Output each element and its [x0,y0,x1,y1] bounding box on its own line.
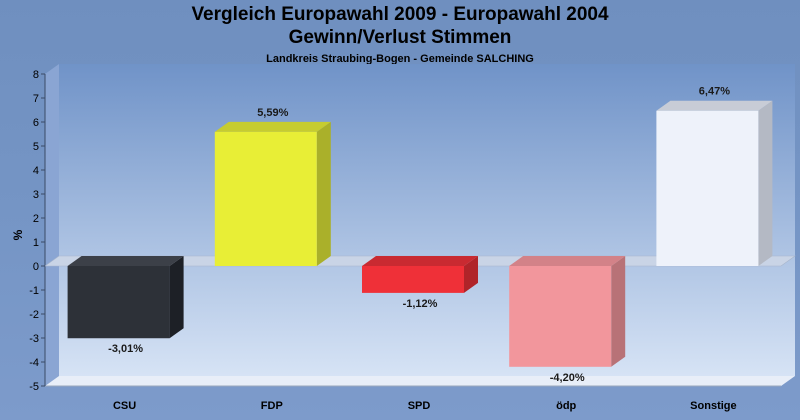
bar-front [656,110,759,266]
bar-front [362,266,464,293]
data-label: -4,20% [550,372,585,384]
bar-side [611,256,626,367]
bar-side [464,256,478,293]
data-label: 5,59% [257,107,288,119]
plot-floor [45,376,795,386]
bar-csu [67,256,184,339]
chart-title-line2: Gewinn/Verlust Stimmen [288,27,512,48]
x-tick-label: SPD [408,400,431,412]
y-tick-label: 1 [33,237,39,249]
bar-top [656,100,773,111]
y-axis-label: % [11,229,25,240]
y-tick-label: 4 [33,165,39,177]
y-tick-label: -1 [29,285,39,297]
bar-top [362,256,478,266]
bar-spd [362,256,478,293]
bar-side [316,121,331,266]
x-tick-label: Sonstige [690,400,736,412]
x-tick-label: FDP [261,400,283,412]
bar-fdp [214,121,331,266]
y-tick-label: 0 [33,261,39,273]
y-tick-label: 2 [33,213,39,225]
x-tick-label: ödp [556,400,576,412]
x-tick-label: CSU [113,400,136,412]
bar-top [509,256,626,266]
bar-top [67,256,184,266]
bar-front [509,266,612,367]
bar-sonstige [656,100,773,266]
y-tick-label: 8 [33,69,39,81]
y-tick-label: -3 [29,333,39,345]
y-tick-label: -4 [29,357,39,369]
data-label: -3,01% [108,343,143,355]
bar-front [214,131,317,266]
y-tick-label: 5 [33,141,39,153]
y-tick-label: 7 [33,93,39,105]
bar-side [758,100,773,266]
y-tick-label: 3 [33,189,39,201]
y-tick-label: -5 [29,381,39,393]
bar-ödp [509,256,626,367]
data-label: -1,12% [403,298,438,310]
y-tick-label: 6 [33,117,39,129]
bar-side [169,256,184,339]
chart-title: Vergleich Europawahl 2009 - Europawahl 2… [191,4,609,25]
bar-top [214,121,331,132]
chart-subtitle: Landkreis Straubing-Bogen - Gemeinde SAL… [266,53,534,65]
bar-front [67,266,170,339]
data-label: 6,47% [699,86,730,98]
y-tick-label: -2 [29,309,39,321]
plot-side-wall [45,64,59,386]
